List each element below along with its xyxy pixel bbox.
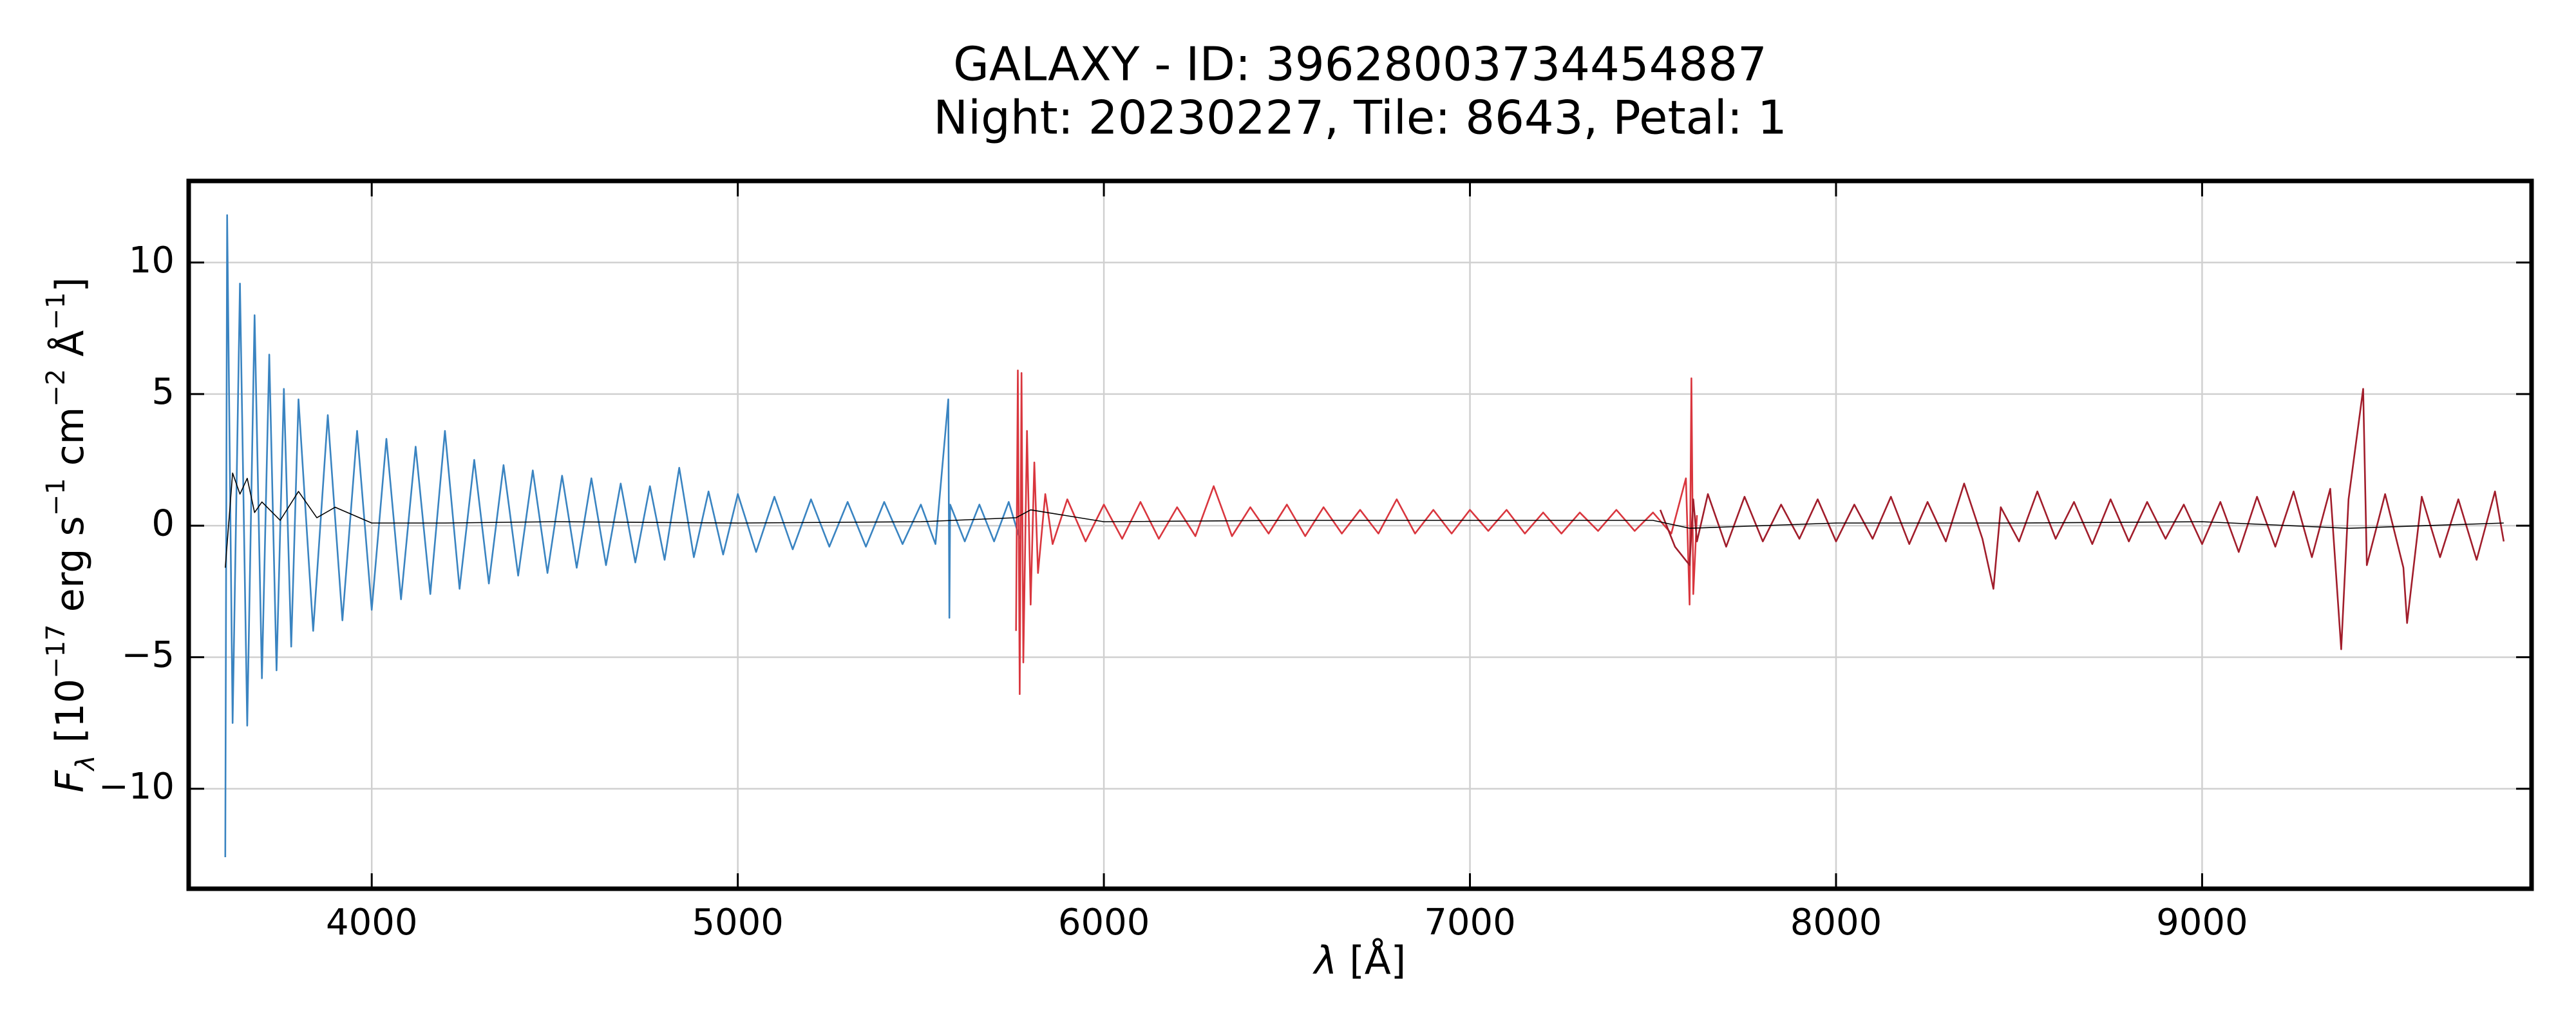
y-tick-label: 10	[129, 240, 175, 281]
x-tick-label: 9000	[2156, 902, 2248, 943]
chart-subtitle: Night: 20230227, Tile: 8643, Petal: 1	[933, 91, 1787, 145]
y-tick-label: −10	[99, 766, 175, 808]
x-axis-label-part: [Å]	[1337, 938, 1406, 983]
y-axis-label-part: −1	[41, 478, 71, 516]
plot-frame	[186, 178, 2534, 891]
x-tick-label: 8000	[1790, 902, 1882, 943]
y-axis-label-part: cm	[48, 407, 93, 479]
chart-title: GALAXY - ID: 39628003734454887	[953, 37, 1767, 91]
x-axis-label-part: λ	[1312, 938, 1338, 983]
y-axis-label-part: Å	[47, 330, 93, 369]
y-axis-label-part: −17	[41, 624, 71, 678]
y-axis-label-part: −1	[41, 292, 71, 330]
y-tick-label: 5	[151, 371, 175, 413]
x-tick-label: 6000	[1058, 902, 1150, 943]
y-axis-label: Fλ [10−17 erg s−1 cm−2 Å−1]	[41, 277, 100, 792]
x-tick-label: 7000	[1424, 902, 1516, 943]
y-tick-label: −5	[121, 634, 175, 676]
spectrum-line	[224, 214, 1021, 858]
spectrum-line	[225, 472, 2504, 568]
x-tick-label: 5000	[692, 902, 784, 943]
y-axis-label-part: −2	[41, 369, 71, 407]
y-tick-label: 0	[151, 502, 175, 544]
y-axis-label-part: ]	[48, 277, 93, 292]
x-tick-label: 4000	[326, 902, 418, 943]
y-axis-label-part: erg s	[48, 516, 93, 624]
y-axis-label-part: [10	[48, 679, 93, 755]
y-axis-label-part: F	[48, 770, 93, 793]
spectrum-line	[1015, 369, 1698, 695]
plot-area	[224, 214, 2505, 858]
y-axis-label-part: λ	[71, 755, 100, 772]
x-axis-label: λ [Å]	[1312, 938, 1406, 983]
